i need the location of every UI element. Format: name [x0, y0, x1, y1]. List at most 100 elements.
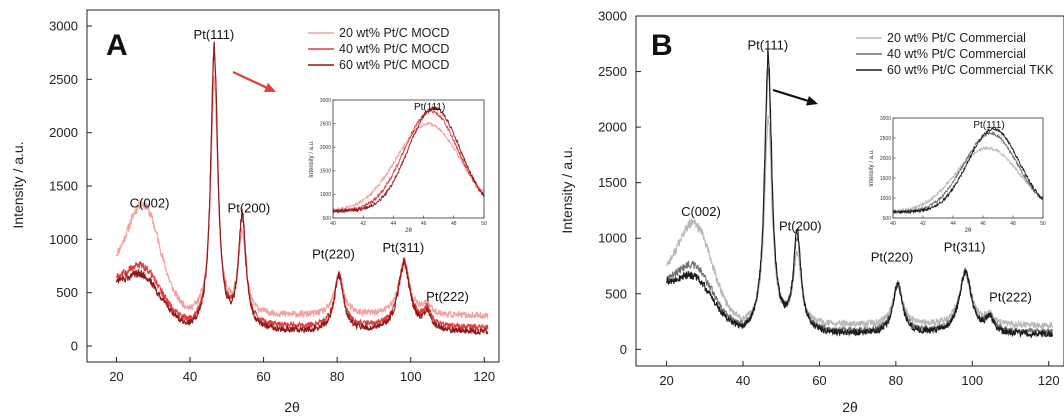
x-tick-label: 80 — [330, 369, 344, 384]
panel-label: B — [651, 29, 673, 62]
inset-y-tick-label: 2000 — [880, 156, 891, 162]
peak-label: Pt(200) — [228, 201, 271, 216]
x-tick-label: 100 — [961, 373, 983, 388]
x-tick-label: 20 — [659, 373, 673, 388]
x-tick-label: 40 — [183, 369, 197, 384]
series-group — [115, 41, 489, 336]
x-tick-label: 20 — [109, 369, 123, 384]
inset-x-tick-label: 50 — [1040, 221, 1046, 227]
panel-b: 20 40 60 80 100 120 0 500 1000 1500 2000 2500 3000 2θ… — [559, 9, 1064, 415]
legend: 20 wt% Pt/C Commercial 40 wt% Pt/C Commer… — [856, 31, 1054, 77]
series-line-3 — [666, 49, 1054, 339]
arrow-head — [806, 95, 818, 106]
legend-entry: 60 wt% Pt/C Commercial TKK — [887, 63, 1054, 77]
y-tick-label: 2500 — [49, 72, 78, 87]
panel-a: 20 40 60 80 100 120 0 500 1000 1500 2000 2500 3000 2θ… — [10, 9, 500, 415]
inset-y-tick-label: 1000 — [320, 192, 331, 198]
inset-x-tick-label: 42 — [360, 221, 366, 227]
inset-x-tick-label: 46 — [421, 221, 427, 227]
inset-y-tick-label: 3000 — [880, 116, 891, 122]
x-tick-label: 80 — [889, 373, 903, 388]
peak-label: Pt(222) — [989, 290, 1032, 305]
y-tick-label: 500 — [605, 286, 627, 301]
y-tick-label: 3000 — [49, 19, 78, 34]
inset-x-tick-label: 48 — [451, 221, 457, 227]
inset-x-tick-label: 44 — [950, 221, 956, 227]
x-axis-label: 2θ — [842, 399, 858, 415]
inset-x-axis-label: 2θ — [965, 228, 972, 234]
inset-y-tick-label: 2500 — [320, 121, 331, 127]
inset-y-tick-label: 2500 — [880, 136, 891, 142]
inset-series-line-1 — [333, 121, 484, 213]
peak-label: Pt(311) — [383, 240, 425, 255]
panel-label: A — [106, 29, 128, 62]
y-axis-label: Intensity / a.u. — [10, 141, 26, 228]
x-axis-label: 2θ — [284, 399, 300, 415]
y-tick-label: 500 — [56, 285, 78, 300]
inset-x-tick-label: 44 — [391, 221, 397, 227]
y-tick-label: 1000 — [49, 232, 78, 247]
inset-y-tick-label: 3000 — [320, 98, 331, 104]
inset-x-tick-label: 48 — [1010, 221, 1016, 227]
x-tick-label: 120 — [473, 369, 495, 384]
series-group — [666, 49, 1054, 339]
y-tick-label: 0 — [71, 339, 78, 354]
inset-peak-label: Pt(111) — [973, 120, 1004, 131]
peak-label: Pt(220) — [312, 247, 355, 262]
inset-x-tick-label: 40 — [890, 221, 896, 227]
inset-y-tick-label: 500 — [323, 216, 332, 222]
x-tick-label: 60 — [812, 373, 826, 388]
inset-series-line-3 — [893, 127, 1043, 215]
peak-label: Pt(222) — [426, 289, 469, 304]
inset-x-axis-label: 2θ — [405, 228, 412, 234]
arrow-head — [263, 82, 276, 92]
series-line-3 — [115, 41, 489, 336]
peak-label: Pt(200) — [779, 218, 822, 233]
y-tick-label: 2000 — [598, 120, 627, 135]
inset-y-tick-label: 500 — [883, 216, 892, 222]
legend-entry: 20 wt% Pt/C Commercial — [887, 31, 1026, 45]
x-tick-label: 60 — [256, 369, 270, 384]
inset-frame — [332, 99, 485, 219]
x-tick-label: 120 — [1038, 373, 1060, 388]
inset-y-tick-label: 1500 — [320, 169, 331, 175]
y-tick-label: 1500 — [49, 179, 78, 194]
plot-frame — [635, 15, 1064, 367]
series-line-1 — [115, 75, 489, 320]
inset-chart: 40 42 44 46 48 50 500 1000 1500 2000 2500 3000 2θ Int… — [307, 96, 490, 236]
inset-peak-label: Pt(111) — [414, 102, 445, 113]
series-line-1 — [666, 115, 1054, 331]
inset-background — [307, 96, 490, 236]
peak-label: C(002) — [681, 204, 721, 219]
inset-y-tick-label: 2000 — [320, 145, 331, 151]
arrow-shaft — [232, 71, 267, 89]
y-axis-label: Intensity / a.u. — [559, 146, 575, 233]
inset-x-tick-label: 40 — [330, 221, 336, 227]
inset-frame — [892, 117, 1044, 219]
y-tick-label: 2500 — [598, 64, 627, 79]
legend-entry: 40 wt% Pt/C MOCD — [339, 42, 449, 56]
peak-label: Pt(220) — [871, 250, 914, 265]
legend: 20 wt% Pt/C MOCD 40 wt% Pt/C MOCD 60 wt% P… — [308, 26, 449, 72]
x-tick-label: 40 — [736, 373, 750, 388]
peak-label: Pt(111) — [747, 37, 788, 52]
inset-chart: 40 42 44 46 48 50 500 1000 1500 2000 2500 3000 2θ Int… — [867, 114, 1049, 236]
y-tick-label: 2000 — [49, 125, 78, 140]
peak-label: Pt(311) — [944, 240, 986, 255]
inset-y-tick-label: 1000 — [880, 196, 891, 202]
inset-x-tick-label: 42 — [920, 221, 926, 227]
legend-entry: 60 wt% Pt/C MOCD — [339, 58, 449, 72]
legend-entry: 20 wt% Pt/C MOCD — [339, 26, 449, 40]
y-tick-label: 0 — [620, 342, 627, 357]
inset-y-axis-label: Intensity / a.u. — [869, 149, 875, 187]
peak-label: C(002) — [130, 195, 170, 210]
y-tick-label: 3000 — [598, 9, 627, 24]
peak-label: Pt(111) — [194, 27, 235, 42]
legend-entry: 40 wt% Pt/C Commercial — [887, 47, 1026, 61]
x-tick-label: 100 — [400, 369, 422, 384]
series-line-2 — [115, 53, 489, 332]
inset-y-tick-label: 1500 — [880, 176, 891, 182]
y-tick-label: 1000 — [598, 231, 627, 246]
inset-series-line-2 — [333, 108, 484, 214]
inset-y-axis-label: Intensity / a.u. — [309, 140, 315, 178]
